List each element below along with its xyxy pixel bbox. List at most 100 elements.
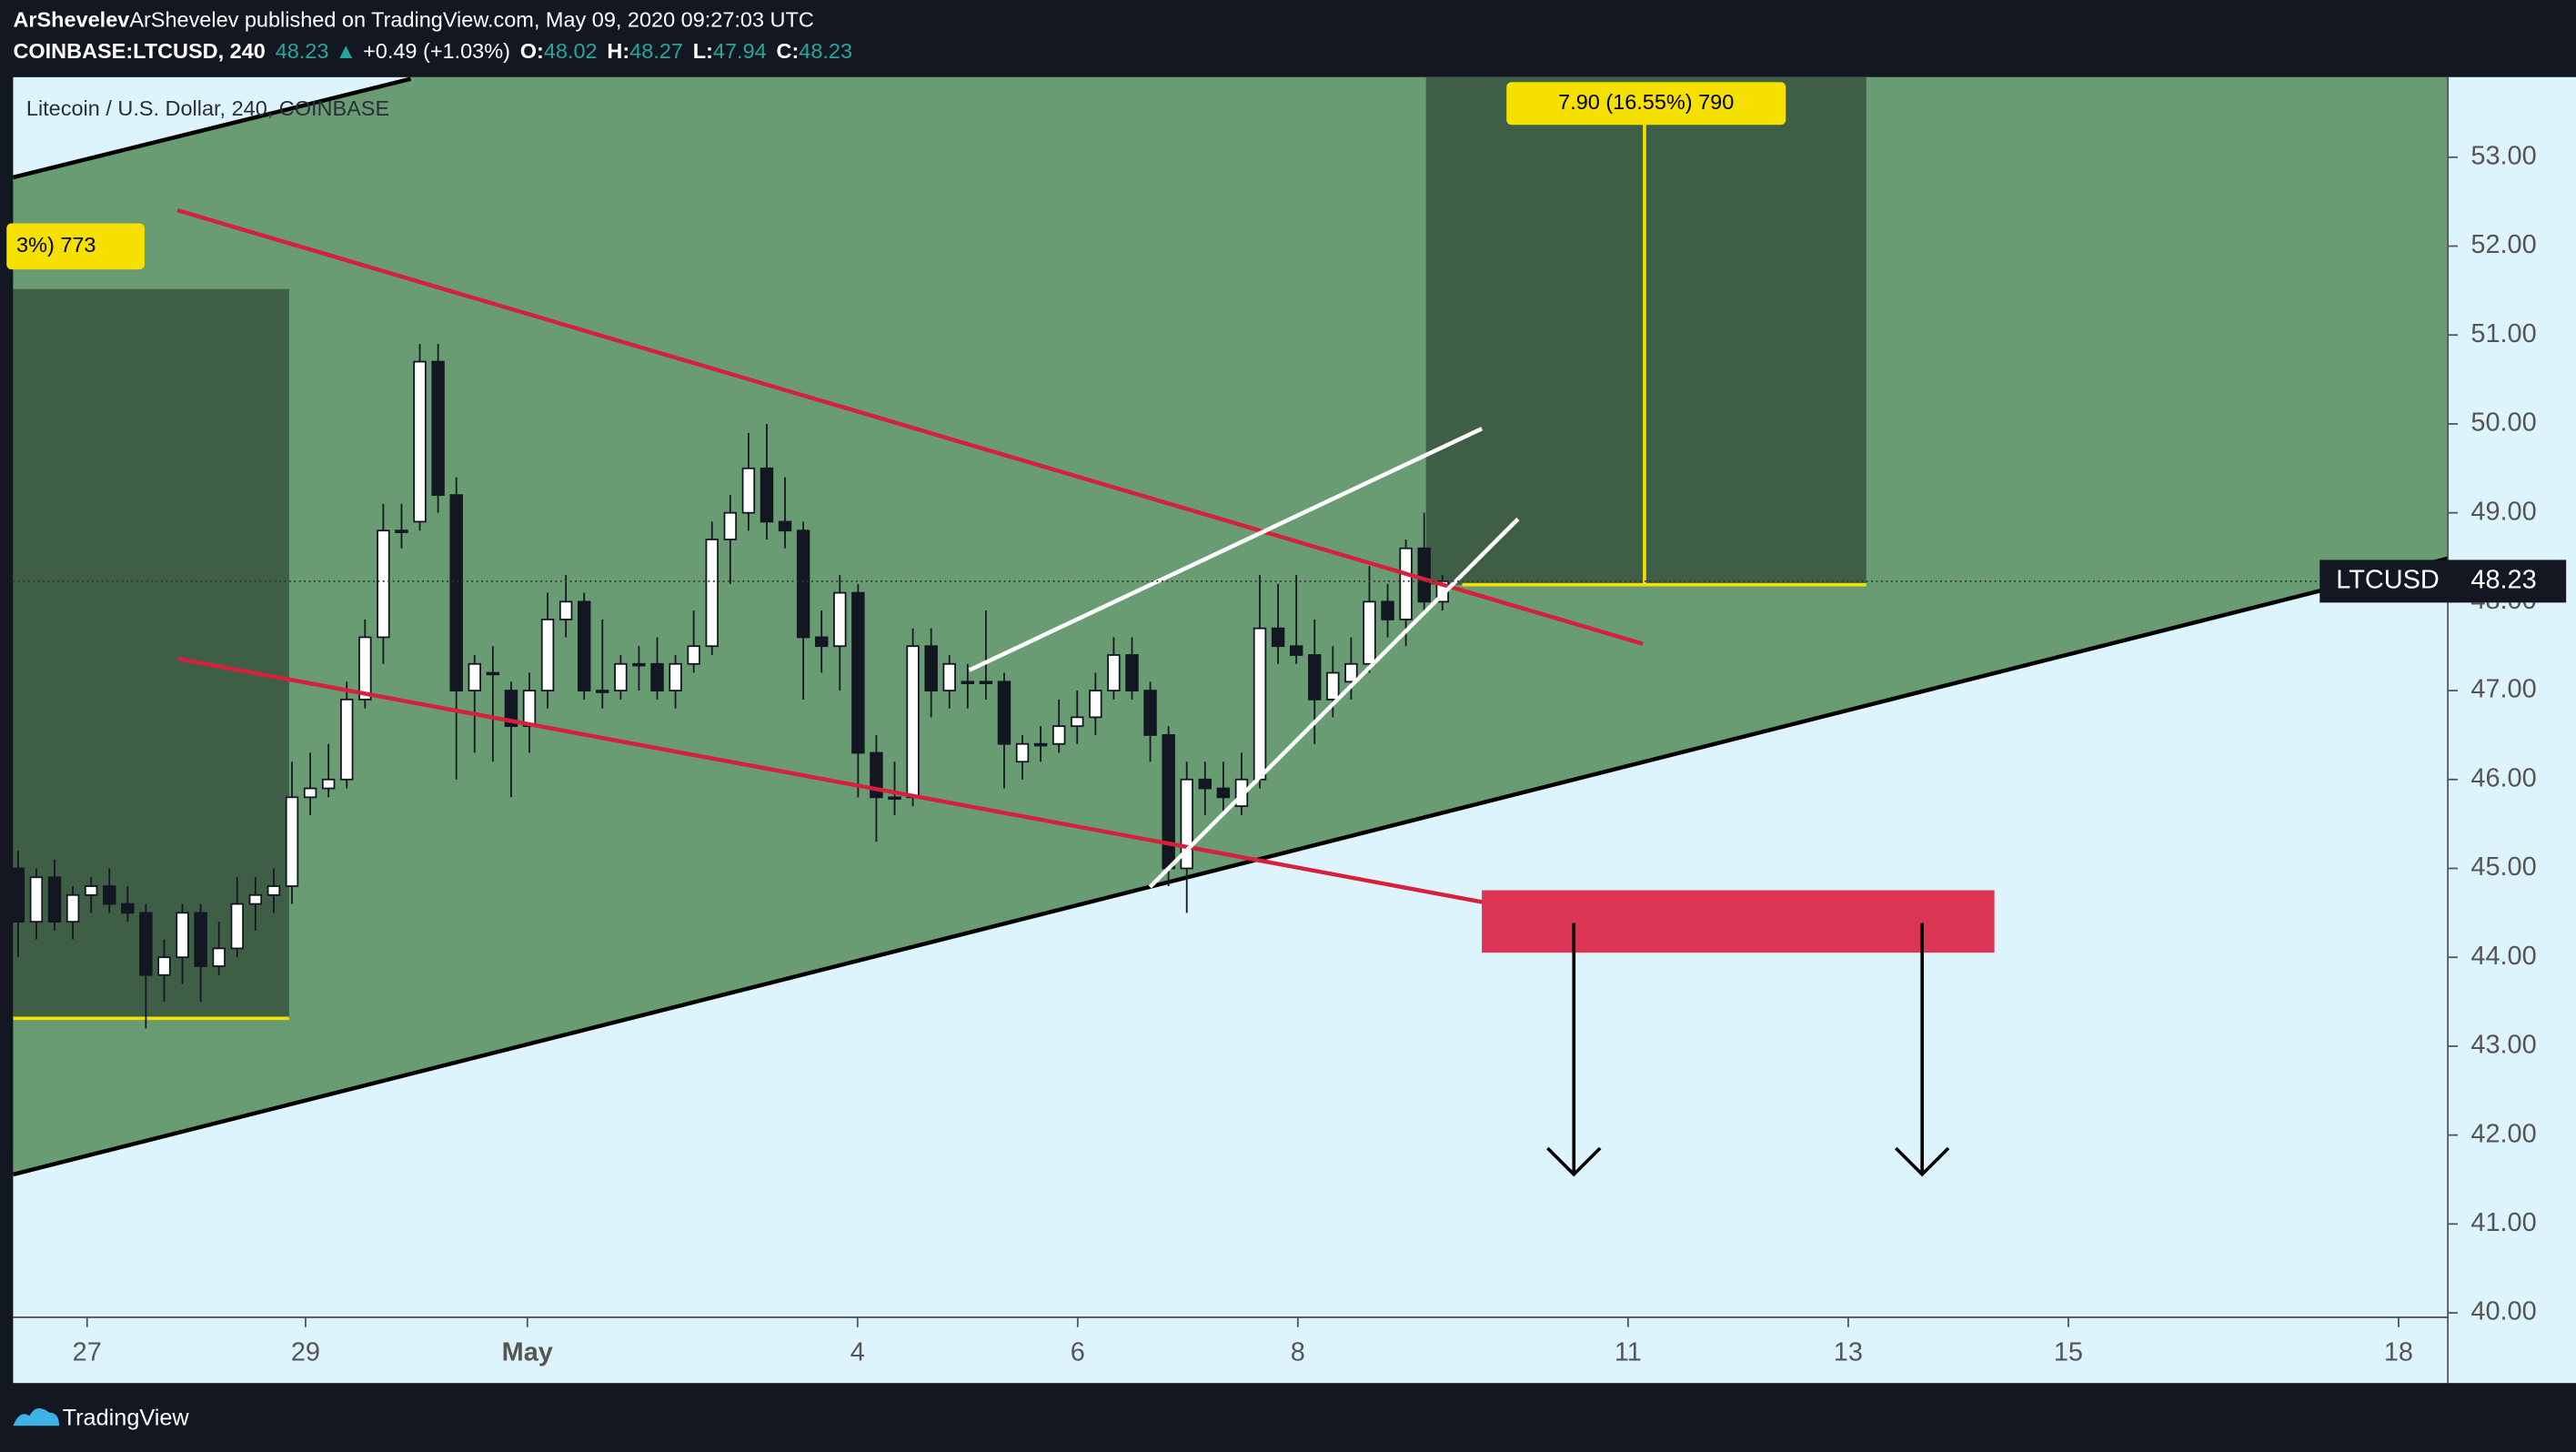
target-zone (1482, 890, 1995, 953)
left-label-box (6, 223, 145, 270)
y-tick-label: 43.00 (2470, 1031, 2536, 1060)
wedge-bottom (1148, 517, 1520, 889)
candle-body (906, 645, 920, 799)
o-label: O: (520, 39, 544, 63)
candle-body (1015, 742, 1030, 763)
publisher-line: ArShevelevArShevelev published on Tradin… (13, 8, 813, 32)
candle-body (65, 893, 80, 923)
candle-body (413, 360, 427, 523)
x-tick-label: 4 (850, 1337, 865, 1366)
candle-body (577, 600, 591, 691)
candle-body (1326, 671, 1340, 701)
candle-body (1162, 734, 1175, 870)
candle-body (267, 885, 281, 896)
arrow-down (1894, 923, 1950, 1177)
h-label: H: (607, 39, 629, 63)
candle-body (248, 893, 263, 905)
candle-body (395, 529, 408, 533)
c-label: C: (777, 39, 800, 63)
candle-body (632, 662, 646, 667)
candle-body (1308, 654, 1322, 701)
long-label-box (1506, 82, 1786, 126)
y-tick-label: 45.00 (2470, 852, 2536, 882)
x-tick-label: 8 (1291, 1337, 1305, 1366)
candle-body (486, 671, 500, 676)
y-tick-label: 52.00 (2470, 230, 2536, 259)
candle-body (924, 645, 938, 691)
candle-body (522, 690, 537, 728)
y-tick-label: 44.00 (2470, 942, 2536, 971)
candle-body (230, 902, 245, 950)
candle-body (596, 690, 609, 693)
candle-body (669, 662, 682, 691)
candle-body (431, 360, 445, 497)
candle-body (377, 529, 390, 639)
candle-body (1344, 662, 1358, 683)
candle-body (1399, 547, 1413, 620)
candles (11, 343, 1449, 1029)
y-tick-label: 40.00 (2470, 1297, 2536, 1326)
candle-body (1125, 654, 1139, 691)
change: +0.49 (+1.03%) (363, 39, 510, 63)
symbol: COINBASE:LTCUSD, 240 (13, 39, 265, 63)
y-tick-label: 41.00 (2470, 1208, 2536, 1237)
c: 48.23 (799, 39, 852, 63)
candle-body (176, 912, 189, 959)
candle-body (449, 494, 463, 691)
candle-body (303, 787, 317, 799)
candle-body (687, 645, 700, 665)
arrow: ▲ (336, 39, 357, 63)
candle-body (157, 956, 171, 976)
left-label: 3%) 773 (16, 233, 96, 257)
y-tick-label: 49.00 (2470, 497, 2536, 526)
channel-bottom (12, 556, 2449, 1177)
h: 48.27 (629, 39, 683, 63)
y-tick-label: 47.00 (2470, 675, 2536, 704)
candle-body (961, 681, 975, 685)
candle-body (1253, 627, 1267, 781)
candle-body (778, 520, 792, 532)
price-axis (2448, 76, 2576, 1317)
arrow-down (1546, 923, 1602, 1177)
y-tick-label: 46.00 (2470, 763, 2536, 792)
candle-body (1216, 787, 1231, 799)
last-price-symbol: LTCUSD (2336, 566, 2439, 595)
x-tick-label: 18 (2384, 1337, 2413, 1366)
l: 47.94 (713, 39, 767, 63)
x-tick-label: 29 (291, 1337, 320, 1366)
candle-body (796, 529, 810, 639)
candle-body (285, 796, 299, 887)
candle-body (1033, 742, 1048, 747)
candle-body (851, 591, 865, 754)
candle-body (997, 681, 1011, 745)
candle-body (121, 902, 135, 914)
candle-body (340, 698, 354, 781)
x-tick-label: 27 (73, 1337, 102, 1366)
candle-body (558, 600, 573, 620)
candle-body (942, 662, 956, 691)
candle-body (1381, 600, 1394, 620)
candle-body (29, 876, 44, 923)
candle-body (814, 636, 829, 648)
y-tick-label: 53.00 (2470, 141, 2536, 170)
candle-body (833, 591, 847, 648)
candle-body (650, 662, 664, 691)
candle-body (614, 662, 628, 691)
x-tick-label: 11 (1615, 1337, 1642, 1366)
channel-top (12, 76, 412, 180)
candle-body (870, 751, 883, 799)
candle-body (321, 778, 336, 790)
long-label: 7.90 (16.55%) 790 (1558, 90, 1734, 114)
candle-body (741, 467, 756, 514)
l-label: L: (693, 39, 713, 63)
candle-body (47, 876, 62, 923)
footer-brand: TradingView (63, 1406, 190, 1431)
x-tick-label: 15 (2054, 1337, 2083, 1366)
candle-body (888, 796, 901, 801)
candle-body (1289, 645, 1303, 656)
price: 48.23 (276, 39, 329, 63)
ohlc-line: COINBASE:LTCUSD, 240 48.23 ▲ +0.49 (+1.03%)… (13, 39, 852, 63)
o: 48.02 (544, 39, 598, 63)
